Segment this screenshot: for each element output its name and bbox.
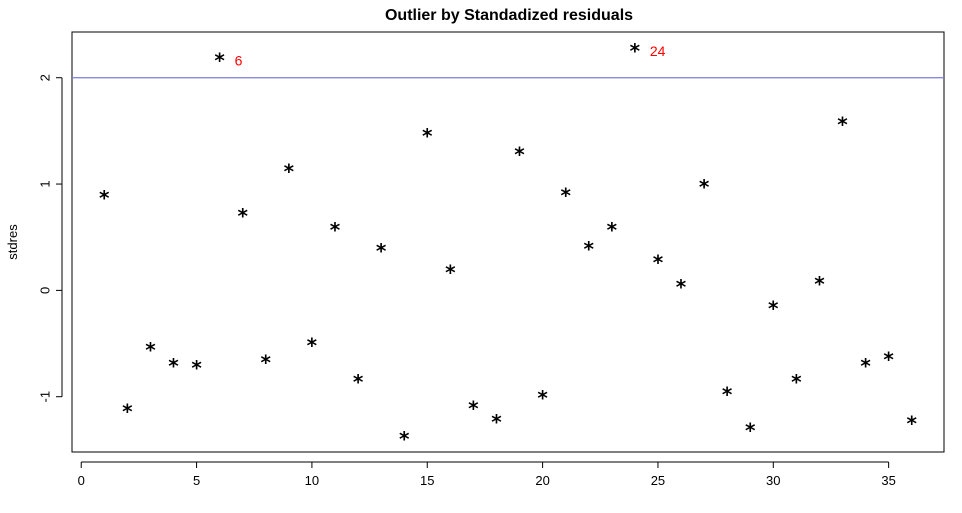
data-point-star: * [237,204,248,228]
data-point-star: * [584,237,595,261]
data-point-star: * [607,218,618,242]
point-annotation-label: 6 [235,53,243,69]
y-tick-label: 1 [37,180,52,187]
data-point-star: * [284,159,295,183]
data-point-star: * [330,218,341,242]
data-points: * * * * * * * * * * * * * * * * * * * * * * * * * * * * * * * * * * * * [99,39,917,451]
x-tick-label: 35 [881,473,895,488]
plot-frame [71,31,945,453]
data-point-star: * [399,427,410,451]
data-point-star: * [468,396,479,420]
data-point-star: * [145,338,156,362]
data-point-star: * [353,370,364,394]
data-point-star: * [768,296,779,320]
data-point-star: * [307,334,318,358]
data-point-star: * [699,175,710,199]
data-point-star: * [906,411,917,435]
data-point-star: * [745,419,756,443]
data-point-star: * [722,383,733,407]
y-tick-label: 0 [37,287,52,294]
data-point-star: * [261,351,272,375]
point-annotations: 6 24 [235,43,666,69]
data-point-star: * [191,356,202,380]
data-point-star: * [445,260,456,284]
data-point-star: * [376,239,387,263]
x-tick-label: 15 [420,473,434,488]
x-tick-label: 20 [535,473,549,488]
data-point-star: * [214,49,225,73]
data-point-star: * [491,410,502,434]
data-point-star: * [99,186,110,210]
data-point-star: * [791,370,802,394]
data-point-star: * [422,124,433,148]
x-tick-label: 30 [766,473,780,488]
data-point-star: * [560,184,571,208]
data-point-star: * [883,347,894,371]
data-point-star: * [630,39,641,63]
chart-title: Outlier by Standadized residuals [385,7,633,24]
data-point-star: * [168,354,179,378]
data-point-star: * [514,142,525,166]
y-axis: -1 0 1 2 [37,74,63,403]
x-tick-label: 0 [78,473,85,488]
y-tick-label: -1 [37,391,52,403]
data-point-star: * [122,400,133,424]
x-tick-label: 5 [193,473,200,488]
y-axis-label: stdres [5,224,20,260]
data-point-star: * [676,275,687,299]
data-point-star: * [653,251,664,275]
point-annotation-label: 24 [650,43,666,59]
data-point-star: * [837,113,848,137]
x-tick-label: 25 [651,473,665,488]
data-point-star: * [814,272,825,296]
x-axis: 0 5 10 15 20 25 30 35 [78,461,896,488]
y-tick-label: 2 [37,74,52,81]
x-tick-label: 10 [305,473,319,488]
data-point-star: * [537,386,548,410]
data-point-star: * [860,354,871,378]
